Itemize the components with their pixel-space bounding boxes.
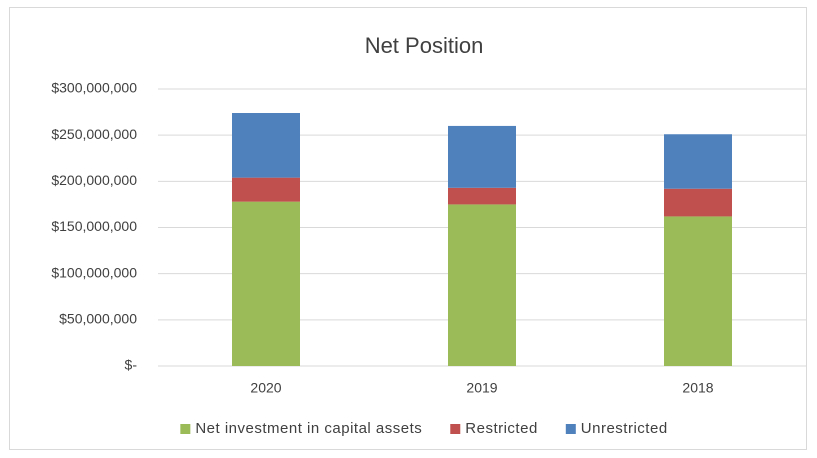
y-tick-label: $250,000,000 <box>51 126 137 142</box>
x-tick-label: 2018 <box>682 380 713 396</box>
legend-swatch <box>565 424 576 434</box>
chart-title: Net Position <box>365 33 484 58</box>
legend-swatch <box>180 424 191 434</box>
bar-segment <box>232 177 300 202</box>
x-tick-label: 2020 <box>250 380 281 396</box>
y-tick-label: $200,000,000 <box>51 172 137 188</box>
bar-segment <box>232 113 300 178</box>
legend-label: Unrestricted <box>581 420 668 437</box>
bar-segment <box>664 188 732 217</box>
x-tick-label: 2019 <box>466 380 497 396</box>
y-tick-label: $50,000,000 <box>59 311 137 327</box>
y-tick-label: $150,000,000 <box>51 218 137 234</box>
bar-segment <box>448 204 516 366</box>
bar-segment <box>664 134 732 189</box>
legend-label: Restricted <box>465 420 538 437</box>
legend-label: Net investment in capital assets <box>195 420 422 437</box>
y-tick-label: $300,000,000 <box>51 80 137 96</box>
y-tick-label: $- <box>125 357 138 373</box>
bar-segment <box>448 125 516 188</box>
bar-segment <box>664 216 732 366</box>
bar-segment <box>232 201 300 366</box>
bar-segment <box>448 187 516 205</box>
y-tick-label: $100,000,000 <box>51 264 137 280</box>
legend-swatch <box>450 424 461 434</box>
